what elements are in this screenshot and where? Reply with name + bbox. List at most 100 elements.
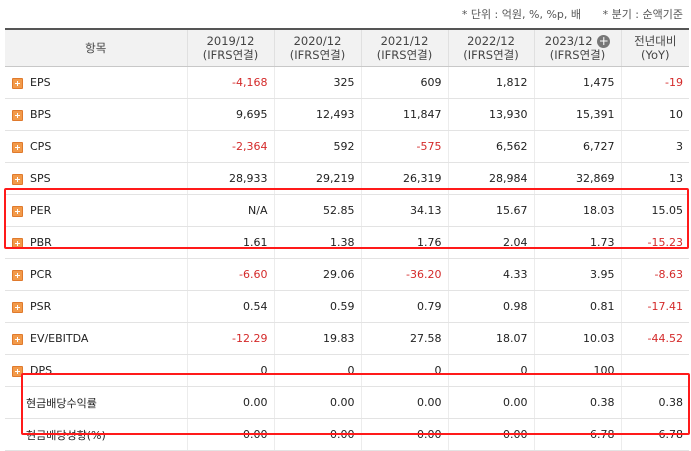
value-cell: 0.00 <box>186 418 274 451</box>
value-cell: -12.29 <box>186 322 274 355</box>
table-row: DPS 0 0 0 0 100 <box>5 354 689 387</box>
yoy-cell: 3 <box>620 130 689 163</box>
table-row: 현금배당성향(%) 0.00 0.00 0.00 0.00 6.78 6.78 <box>5 418 689 451</box>
value-cell: 4.33 <box>447 258 534 291</box>
period-year: 2022/12 <box>467 34 515 48</box>
value-cell: 34.13 <box>360 194 448 227</box>
row-label: PER <box>30 204 52 217</box>
value-cell: 29,219 <box>273 162 361 195</box>
value-cell: 15,391 <box>533 98 621 131</box>
row-label-cell[interactable]: PCR <box>5 258 187 291</box>
table-row: SPS 28,933 29,219 26,319 28,984 32,869 13 <box>5 162 689 195</box>
value-cell: 0 <box>447 354 534 387</box>
row-label-cell[interactable]: BPS <box>5 98 187 131</box>
value-cell: 609 <box>360 66 448 99</box>
value-cell: -6.60 <box>186 258 274 291</box>
period-header-2019: 2019/12 (IFRS연결) <box>186 29 274 67</box>
table-row: BPS 9,695 12,493 11,847 13,930 15,391 10 <box>5 98 689 131</box>
value-cell: 6,562 <box>447 130 534 163</box>
expand-row-icon[interactable] <box>12 301 23 313</box>
value-cell: 32,869 <box>533 162 621 195</box>
value-cell: 28,984 <box>447 162 534 195</box>
value-cell: 2.04 <box>447 226 534 259</box>
value-cell: 1.38 <box>273 226 361 259</box>
value-cell: 13,930 <box>447 98 534 131</box>
table-row: EPS -4,168 325 609 1,812 1,475 -19 <box>5 66 689 99</box>
row-label: PCR <box>30 268 52 281</box>
expand-row-icon[interactable] <box>12 269 23 281</box>
expand-row-icon[interactable] <box>12 77 23 89</box>
units-note: * 단위 : 억원, %, %p, 배 <box>461 8 581 21</box>
yoy-cell: 6.78 <box>620 418 689 451</box>
period-basis: (IFRS연결) <box>289 48 346 62</box>
yoy-cell: 13 <box>620 162 689 195</box>
value-cell: 1.61 <box>186 226 274 259</box>
value-cell: -575 <box>360 130 448 163</box>
yoy-header-line1: 전년대비 <box>634 34 677 48</box>
value-cell: 10.03 <box>533 322 621 355</box>
row-label: 현금배당수익률 <box>26 396 97 410</box>
value-cell: 3.95 <box>533 258 621 291</box>
value-cell: 1,812 <box>447 66 534 99</box>
table-row: PER N/A 52.85 34.13 15.67 18.03 15.05 <box>5 194 689 227</box>
value-cell: 6.78 <box>533 418 621 451</box>
value-cell: 0.00 <box>447 386 534 419</box>
value-cell: 0.98 <box>447 290 534 323</box>
yoy-cell: 15.05 <box>620 194 689 227</box>
value-cell: 11,847 <box>360 98 448 131</box>
value-cell: 0.38 <box>533 386 621 419</box>
value-cell: -4,168 <box>186 66 274 99</box>
row-label: EV/EBITDA <box>30 332 89 345</box>
value-cell: 0 <box>273 354 361 387</box>
value-cell: 18.07 <box>447 322 534 355</box>
expand-row-icon[interactable] <box>12 205 23 217</box>
yoy-cell: -8.63 <box>620 258 689 291</box>
value-cell: 0.00 <box>186 386 274 419</box>
table-row: PBR 1.61 1.38 1.76 2.04 1.73 -15.23 <box>5 226 689 259</box>
expand-row-icon[interactable] <box>12 109 23 121</box>
period-year: 2019/12 <box>206 34 255 48</box>
value-cell: 0 <box>186 354 274 387</box>
value-cell: 0.00 <box>360 418 448 451</box>
value-cell: 26,319 <box>360 162 448 195</box>
value-cell: 27.58 <box>360 322 448 355</box>
table-row: PCR -6.60 29.06 -36.20 4.33 3.95 -8.63 <box>5 258 689 291</box>
row-label-cell: 현금배당수익률 <box>5 386 187 419</box>
row-label-cell[interactable]: CPS <box>5 130 187 163</box>
value-cell: 0.59 <box>273 290 361 323</box>
row-label-cell[interactable]: DPS <box>5 354 187 387</box>
expand-row-icon[interactable] <box>12 173 23 185</box>
period-basis: (IFRS연결) <box>376 48 433 62</box>
period-year: 2020/12 <box>293 34 342 48</box>
value-cell: 0 <box>360 354 448 387</box>
item-column-header: 항목 <box>5 29 187 67</box>
table-row: CPS -2,364 592 -575 6,562 6,727 3 <box>5 130 689 163</box>
expand-row-icon[interactable] <box>12 333 23 345</box>
table-header-row: 항목 2019/12 (IFRS연결) 2020/12 (IFRS연결) 2021/… <box>5 29 689 67</box>
expand-row-icon[interactable] <box>12 365 23 377</box>
value-cell: 0.00 <box>447 418 534 451</box>
row-label-cell[interactable]: PER <box>5 194 187 227</box>
row-label-cell[interactable]: PBR <box>5 226 187 259</box>
period-basis: (IFRS연결) <box>202 48 259 62</box>
period-year: 2021/12 <box>380 34 429 48</box>
value-cell: -36.20 <box>360 258 448 291</box>
period-header-2020: 2020/12 (IFRS연결) <box>273 29 361 67</box>
expand-columns-icon[interactable]: + <box>597 34 611 48</box>
value-cell: 52.85 <box>273 194 361 227</box>
row-label-cell[interactable]: EV/EBITDA <box>5 322 187 355</box>
expand-row-icon[interactable] <box>12 237 23 249</box>
row-label: PSR <box>30 300 52 313</box>
expand-row-icon[interactable] <box>12 141 23 153</box>
row-label-cell[interactable]: SPS <box>5 162 187 195</box>
table-row: PSR 0.54 0.59 0.79 0.98 0.81 -17.41 <box>5 290 689 323</box>
row-label-cell[interactable]: PSR <box>5 290 187 323</box>
value-cell: 592 <box>273 130 361 163</box>
yoy-cell: -15.23 <box>620 226 689 259</box>
period-basis: (IFRS연결) <box>549 48 606 62</box>
value-cell: 12,493 <box>273 98 361 131</box>
row-label-cell[interactable]: EPS <box>5 66 187 99</box>
row-label: BPS <box>30 108 52 121</box>
value-cell: 100 <box>533 354 621 387</box>
yoy-header-line2: (YoY) <box>640 48 670 62</box>
